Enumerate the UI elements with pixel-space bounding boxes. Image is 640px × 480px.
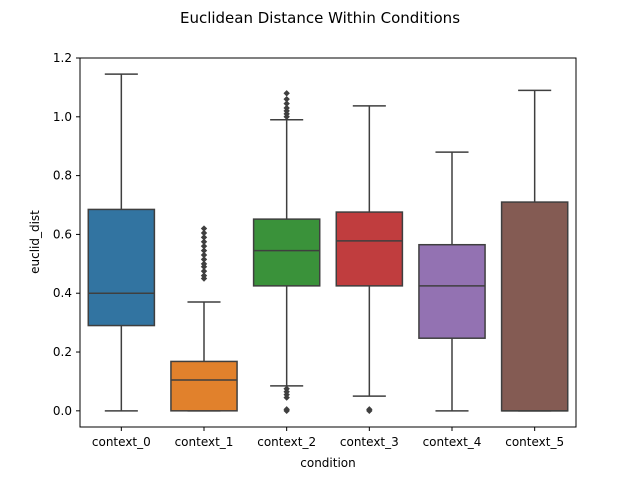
box-context_3: [335, 105, 404, 415]
outlier-point: [283, 104, 290, 112]
outlier-point: [200, 242, 208, 250]
x-tick-label: context_3: [340, 435, 399, 449]
y-tick-label: 0.8: [53, 169, 72, 183]
plot-area: [87, 73, 569, 415]
outlier-point: [200, 247, 208, 254]
outlier-point: [200, 251, 208, 259]
outlier-point: [200, 238, 208, 245]
y-axis-label: euclid_dist: [28, 210, 42, 274]
box-context_4: [418, 151, 486, 412]
y-tick-label: 0.6: [53, 227, 72, 241]
x-tick-label: context_2: [257, 435, 316, 449]
x-tick-label: context_0: [92, 435, 151, 449]
box-iqr: [335, 211, 404, 287]
x-axis-label: condition: [300, 456, 355, 470]
y-tick-label: 0.2: [53, 345, 72, 359]
chart-title: Euclidean Distance Within Conditions: [180, 9, 460, 27]
outlier-point: [283, 100, 290, 107]
x-tick-label: context_4: [423, 435, 482, 449]
box-iqr: [87, 208, 156, 327]
x-tick-label: context_5: [505, 435, 564, 449]
outlier-point: [366, 406, 373, 413]
axes-frame: [79, 57, 577, 428]
outlier-point: [200, 229, 208, 237]
box-iqr: [500, 201, 569, 412]
outlier-point: [283, 95, 290, 103]
x-tick-label: context_1: [175, 435, 234, 449]
y-tick-label: 1.2: [53, 51, 72, 65]
outlier-point: [283, 406, 290, 413]
outlier-point: [283, 90, 290, 97]
box-context_2: [252, 90, 321, 415]
box-context_1: [170, 225, 238, 412]
outlier-point: [200, 260, 208, 268]
box-iqr: [252, 218, 321, 287]
box-context_0: [87, 73, 156, 412]
outlier-point: [200, 234, 208, 241]
y-axis: 0.0 0.2 0.4 0.6 0.8 1.0 1.2: [53, 51, 80, 418]
outlier-point: [200, 267, 208, 275]
x-axis: context_0 context_1 context_2 context_3 cont…: [92, 427, 564, 449]
outlier-point: [200, 256, 208, 263]
box-iqr: [170, 360, 238, 412]
y-tick-label: 0.4: [53, 286, 72, 300]
y-tick-label: 1.0: [53, 110, 72, 124]
box-iqr: [418, 243, 486, 339]
y-tick-label: 0.0: [53, 404, 72, 418]
outlier-point: [200, 225, 208, 232]
outlier-point: [200, 272, 208, 279]
box-context_5: [500, 89, 569, 412]
outlier-point: [283, 385, 290, 392]
